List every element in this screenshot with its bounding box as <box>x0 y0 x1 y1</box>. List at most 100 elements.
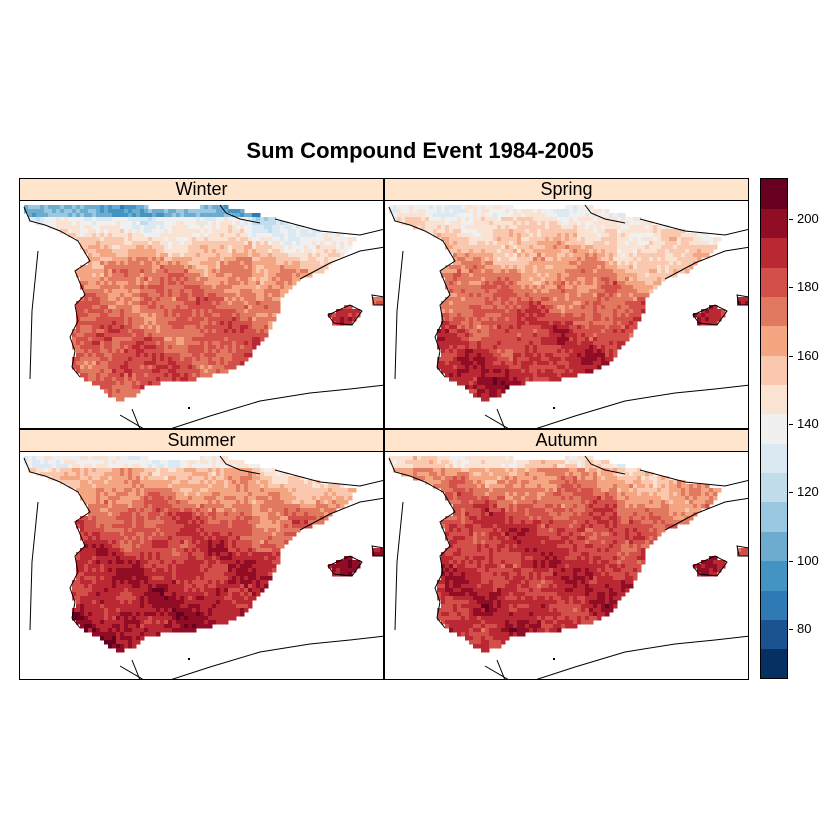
heat-cell <box>184 333 189 338</box>
heat-cell <box>537 369 542 374</box>
heat-cell <box>200 337 205 342</box>
heat-cell <box>312 261 317 266</box>
heat-cell <box>457 333 462 338</box>
heat-cell <box>92 341 97 346</box>
heat-cell <box>529 369 534 374</box>
heat-cell <box>553 305 558 310</box>
heat-cell <box>449 305 454 310</box>
heat-cell <box>585 325 590 330</box>
heat-cell <box>585 297 590 302</box>
heat-cell <box>200 333 205 338</box>
heat-cell <box>212 341 217 346</box>
heat-cell <box>565 349 570 354</box>
heat-cell <box>344 321 349 326</box>
heat-cell <box>240 305 245 310</box>
heat-cell <box>280 221 285 226</box>
heat-cell <box>280 241 285 246</box>
heat-cell <box>248 321 253 326</box>
heat-cell <box>509 321 514 326</box>
heat-cell <box>232 313 237 318</box>
heat-cell <box>577 325 582 330</box>
heat-cell <box>533 273 538 278</box>
heat-cell <box>569 337 574 342</box>
heat-cell <box>549 313 554 318</box>
heat-cell <box>461 309 466 314</box>
heat-cell <box>244 345 249 350</box>
heat-cell <box>557 241 562 246</box>
heat-cell <box>84 293 89 298</box>
heat-cell <box>553 377 558 382</box>
heat-cell <box>176 361 181 366</box>
heat-cell <box>497 317 502 322</box>
heat-cell <box>441 317 446 322</box>
heat-cell <box>68 229 73 234</box>
heat-cell <box>637 221 642 226</box>
heat-cell <box>645 233 650 238</box>
heat-cell <box>673 233 678 238</box>
heat-cell <box>156 464 161 469</box>
heat-cell <box>449 205 454 210</box>
heat-cell <box>228 249 233 254</box>
heat-cell <box>473 349 478 354</box>
heat-cell <box>240 257 245 262</box>
heat-cell <box>581 369 586 374</box>
heat-cell <box>597 305 602 310</box>
heat-cell <box>457 237 462 242</box>
heat-cell <box>156 369 161 374</box>
heat-cell <box>84 369 89 374</box>
heat-cell <box>485 325 490 330</box>
heat-cell <box>457 317 462 322</box>
heat-cell <box>637 309 642 314</box>
heat-cell <box>633 217 638 222</box>
heat-cell <box>549 297 554 302</box>
heat-cell <box>613 293 618 298</box>
heat-cell <box>192 293 197 298</box>
heat-cell <box>589 365 594 370</box>
heat-cell <box>613 349 618 354</box>
heat-cell <box>144 269 149 274</box>
heat-cell <box>521 333 526 338</box>
heat-cell <box>232 269 237 274</box>
heat-cell <box>481 265 486 270</box>
heat-cell <box>232 365 237 370</box>
heat-cell <box>497 365 502 370</box>
heat-cell <box>553 357 558 362</box>
heat-cell <box>437 233 442 238</box>
heat-cell <box>609 337 614 342</box>
heat-cell <box>517 337 522 342</box>
heat-cell <box>525 333 530 338</box>
heat-cell <box>240 460 245 465</box>
heat-cell <box>453 289 458 294</box>
heat-cell <box>501 345 506 350</box>
heat-cell <box>304 253 309 258</box>
heat-cell <box>212 265 217 270</box>
heat-cell <box>84 237 89 242</box>
heat-cell <box>228 333 233 338</box>
heat-cell <box>545 221 550 226</box>
heat-cell <box>593 337 598 342</box>
heat-cell <box>272 305 277 310</box>
heat-cell <box>637 225 642 230</box>
heat-cell <box>280 245 285 250</box>
heat-cell <box>136 217 141 222</box>
heat-cell <box>176 233 181 238</box>
heat-cell <box>92 293 97 298</box>
heat-cell <box>489 377 494 382</box>
heat-cell <box>96 277 101 282</box>
heat-cell <box>256 285 261 290</box>
heat-cell <box>525 269 530 274</box>
heat-cell <box>196 460 201 465</box>
heat-cell <box>437 341 442 346</box>
heat-cell <box>625 237 630 242</box>
heat-cell <box>585 365 590 370</box>
heat-cell <box>521 213 526 218</box>
heat-cell <box>116 245 121 250</box>
heat-cell <box>549 281 554 286</box>
heat-cell <box>489 349 494 354</box>
heat-cell <box>461 261 466 266</box>
heat-cell <box>264 225 269 230</box>
heat-cell <box>296 261 301 266</box>
heat-cell <box>324 233 329 238</box>
heat-cell <box>176 301 181 306</box>
heat-cell <box>613 333 618 338</box>
